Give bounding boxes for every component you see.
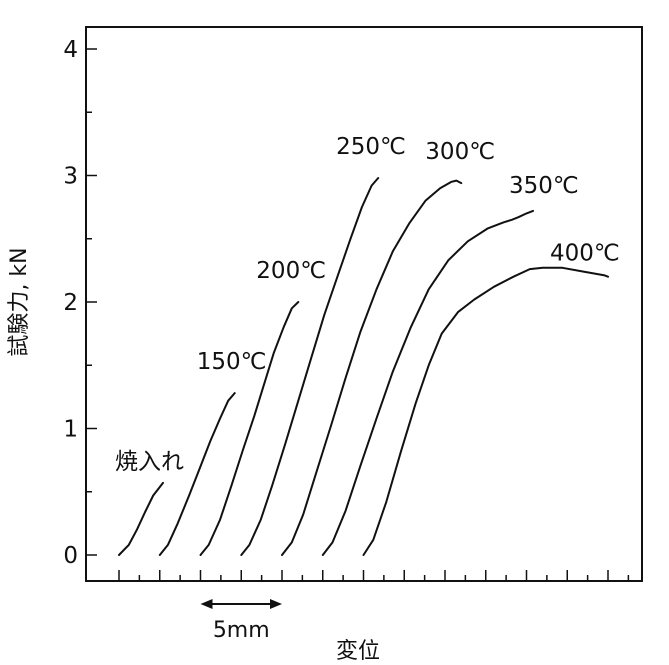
curves-layer (118, 177, 609, 556)
scale-bar-label: 5mm (213, 618, 270, 643)
curve-350c (321, 209, 534, 556)
y-tick-label: 1 (63, 417, 78, 443)
labels-layer: 0 1 2 3 4 焼入れ 150℃ 200℃ 250℃ 300℃ 350℃ 400℃ (63, 37, 619, 569)
y-tick-label: 4 (63, 37, 78, 63)
axis-ticks-layer (86, 48, 630, 581)
curve-label-300c: 300℃ (425, 139, 495, 165)
plot-frame (85, 26, 643, 582)
y-tick-label: 2 (63, 290, 78, 316)
curve-label-200c: 200℃ (256, 258, 326, 284)
y-tick-label: 0 (63, 543, 78, 569)
curve-label-quenched: 焼入れ (115, 449, 184, 475)
scale-bar-arrow-left (200, 599, 213, 609)
scale-bar: 5mm (200, 599, 282, 643)
y-axis-title: 試験力, kN (7, 247, 32, 356)
curve-quenched (118, 481, 164, 556)
x-axis-title: 変位 (336, 639, 380, 664)
curve-label-250c: 250℃ (336, 134, 406, 160)
curve-label-150c: 150℃ (197, 349, 267, 375)
curve-300c (281, 179, 463, 556)
plot-frame-layer (85, 26, 643, 582)
y-tick-label: 3 (63, 164, 78, 190)
curve-400c (362, 266, 609, 556)
curve-200c (199, 301, 300, 556)
scale-bar-arrow-right (270, 599, 282, 609)
curve-250c (240, 177, 380, 556)
curve-label-400c: 400℃ (550, 241, 620, 267)
curve-150c (158, 392, 236, 556)
curve-label-350c: 350℃ (509, 173, 579, 199)
